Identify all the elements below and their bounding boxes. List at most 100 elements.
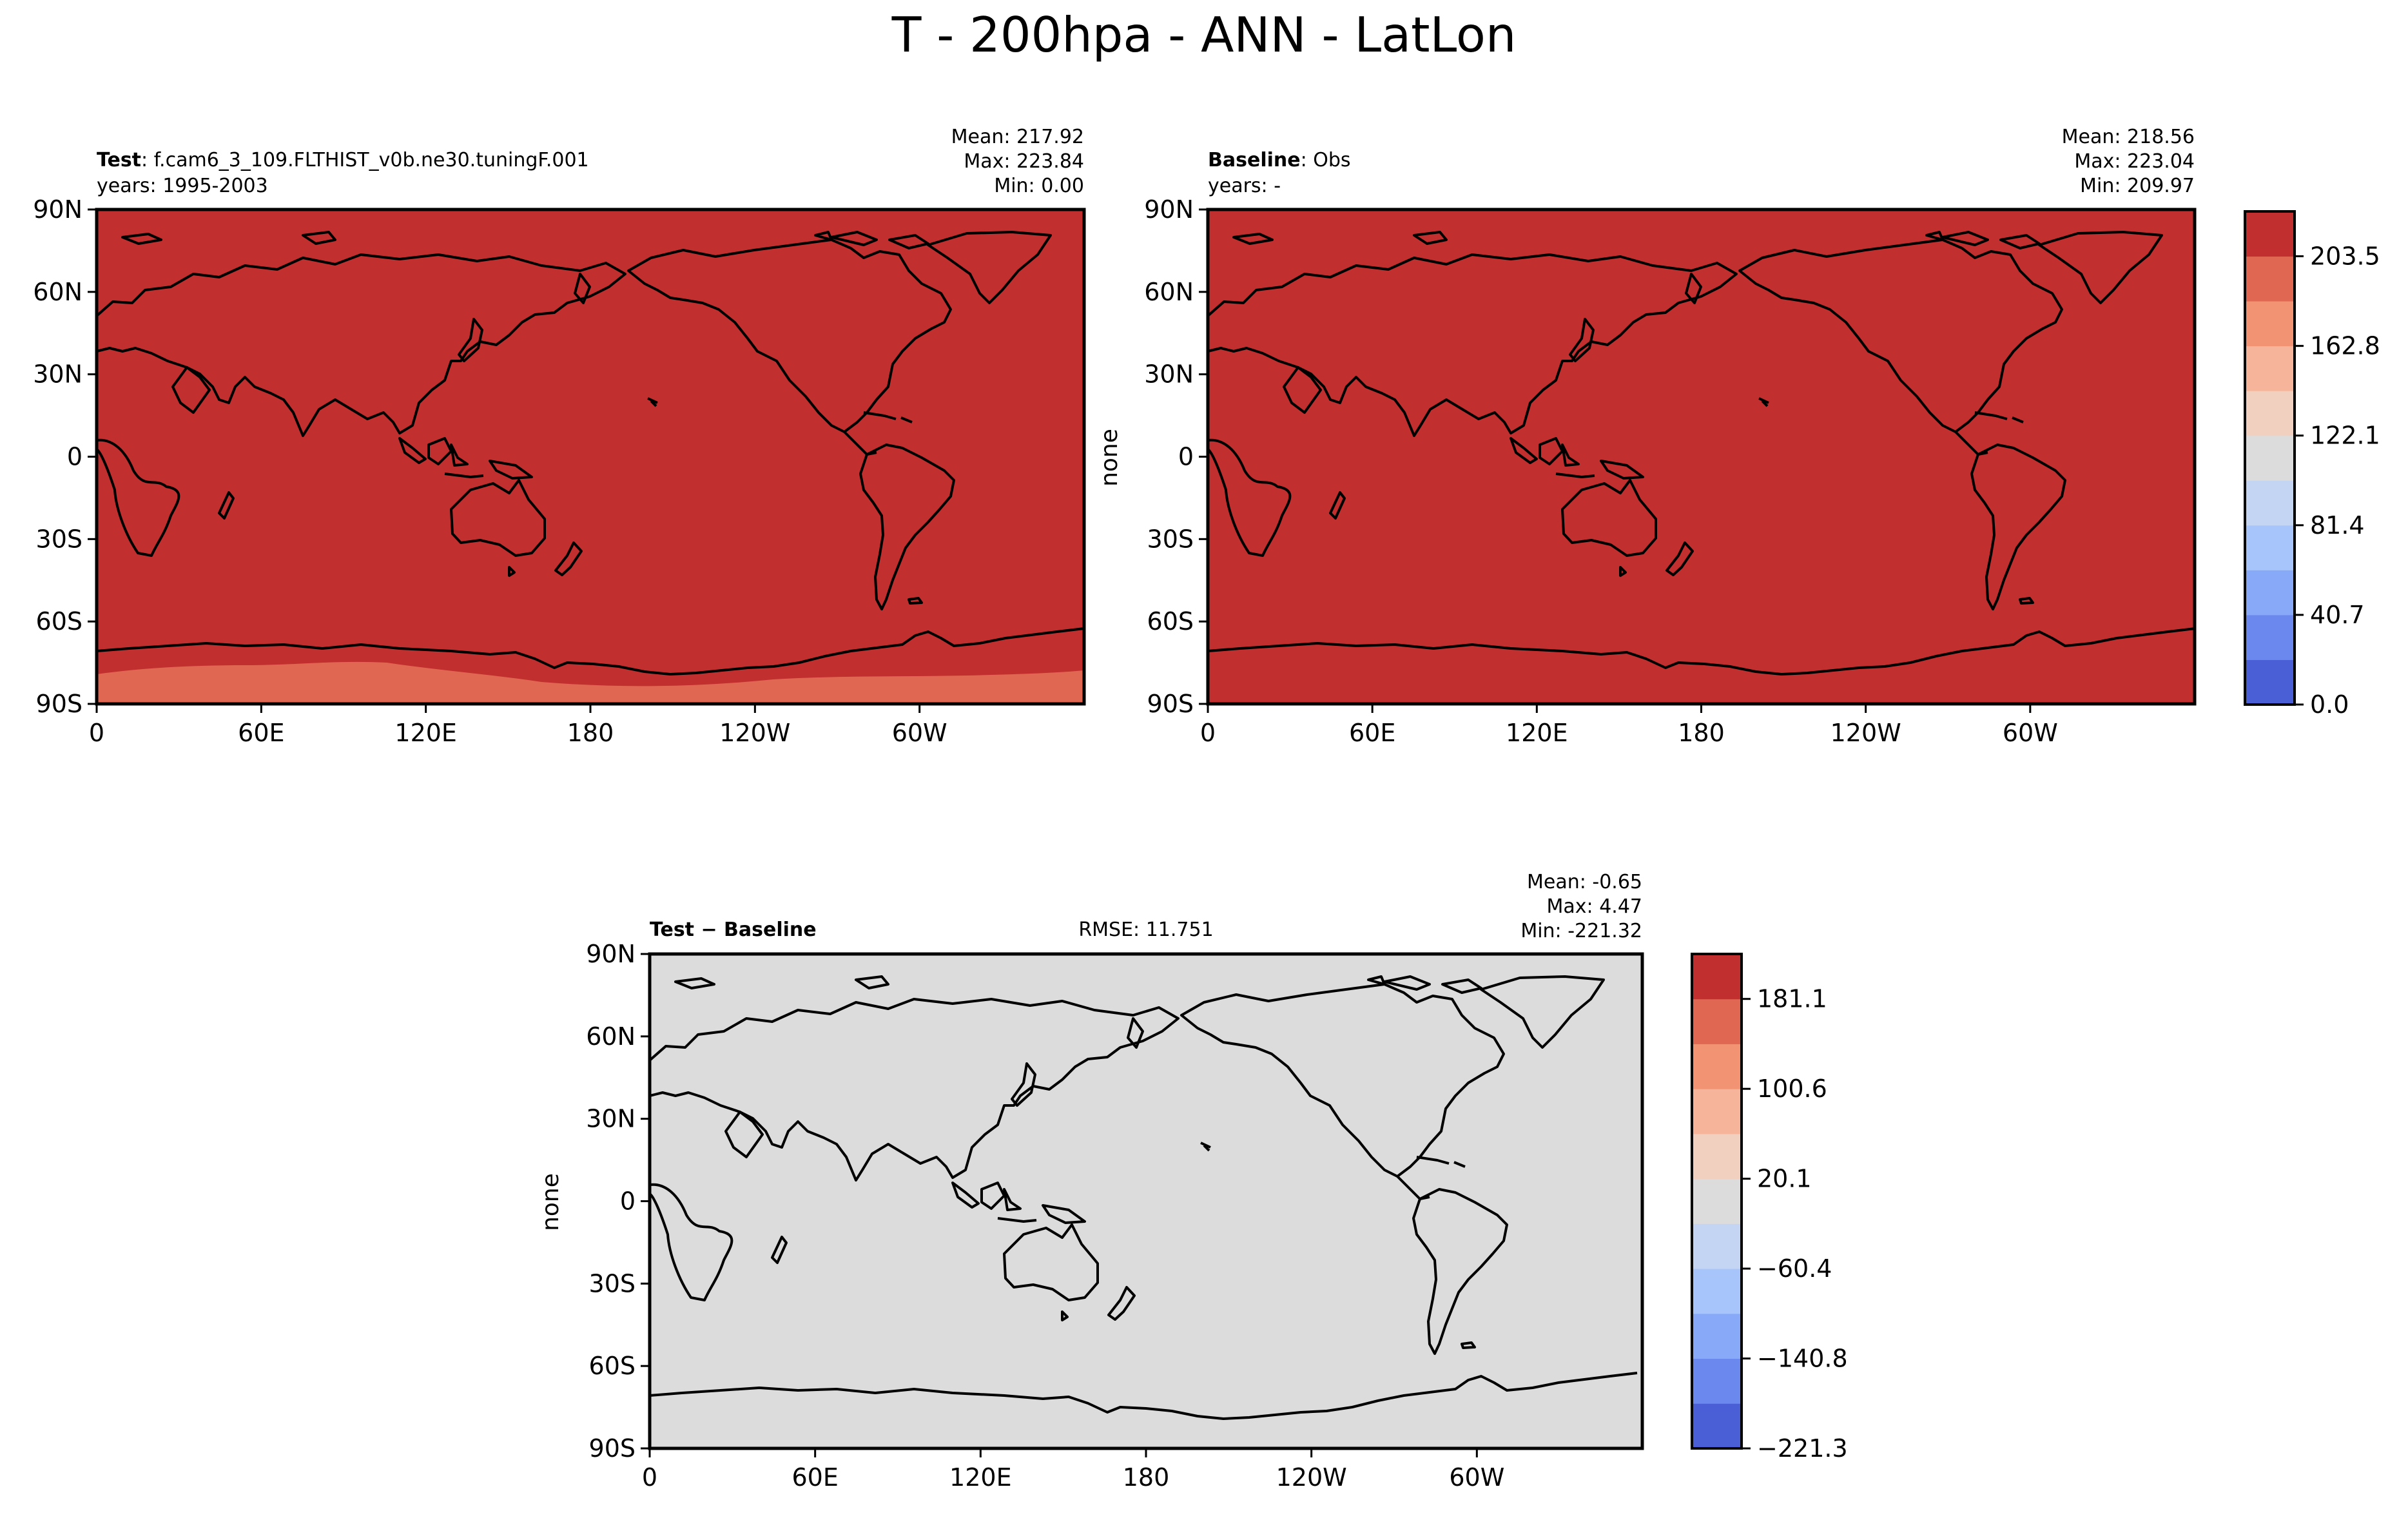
diff-ytick-label: 60N xyxy=(586,1022,636,1051)
test-xtick-label: 120W xyxy=(719,719,790,747)
diff-xtick-label: 60W xyxy=(1449,1463,1504,1492)
colorbar-bottom-swatch xyxy=(1692,1178,1742,1224)
colorbar-bottom-swatch xyxy=(1692,1313,1742,1359)
test-stat-mean: Mean: 217.92 xyxy=(951,126,1084,148)
new-zealand-coast xyxy=(508,541,583,577)
baseline-ytick-label: 30N xyxy=(1144,360,1194,389)
test-antarctic-contour xyxy=(97,661,1084,704)
diff-ytick-label: 60S xyxy=(589,1352,636,1380)
diff-stat-max: Max: 4.47 xyxy=(1547,895,1642,918)
diff-ylabel: none xyxy=(538,1173,564,1231)
north-america-coast xyxy=(627,238,952,433)
colorbar-top-swatch xyxy=(2245,256,2295,302)
baseline-label-bold: Baseline xyxy=(1208,149,1301,171)
baseline-stat-mean: Mean: 218.56 xyxy=(2062,126,2195,148)
colorbar-top-swatch xyxy=(2245,211,2295,257)
baseline-ytick-label: 0 xyxy=(1178,443,1194,471)
colorbar-top-tick-label: 40.7 xyxy=(2310,601,2365,629)
test-coastlines xyxy=(95,231,1085,676)
colorbar-top-swatch xyxy=(2245,345,2295,391)
colorbar-bottom-swatch xyxy=(1692,1269,1742,1314)
colorbar-bottom-swatch xyxy=(1692,1133,1742,1180)
figure-title: T - 200hpa - ANN - LatLon xyxy=(891,6,1517,63)
hawaii-coast xyxy=(647,397,658,407)
colorbar-top-tick-label: 122.1 xyxy=(2310,422,2380,450)
baseline-ytick-label: 60S xyxy=(1147,607,1194,636)
africa-coast xyxy=(95,438,180,557)
diff-xtick-label: 120E xyxy=(949,1463,1012,1492)
test-xtick-label: 60E xyxy=(238,719,284,747)
colorbar-top-swatch xyxy=(2245,391,2295,436)
diff-stat-mean: Mean: -0.65 xyxy=(1527,871,1642,893)
baseline-panel: Baseline: Obs years: - Mean: 218.56 Max:… xyxy=(1096,126,2197,747)
colorbar-top-swatch xyxy=(2245,570,2295,616)
colorbar-top-tick-label: 203.5 xyxy=(2310,242,2380,271)
baseline-label: Baseline: Obs xyxy=(1208,149,1351,171)
colorbar-top-swatch xyxy=(2245,525,2295,570)
test-axes: 0 60E 120E 180 120W 60W 90N 60N 30N 0 30S 60S 90S xyxy=(33,195,947,747)
colorbar-top-swatch xyxy=(2245,435,2295,481)
falklands-coast xyxy=(908,597,923,605)
colorbar-bottom-swatch xyxy=(1692,998,1742,1044)
colorbar-bottom-swatch xyxy=(1692,1403,1742,1449)
diff-rmse: RMSE: 11.751 xyxy=(1078,919,1213,941)
new-guinea-coast xyxy=(489,460,533,480)
baseline-axes: 0 60E 120E 180 120W 60W 90N 60N 30N 0 30S 60S 90S xyxy=(1144,195,2058,747)
baseline-xtick-label: 60E xyxy=(1349,719,1395,747)
test-years: years: 1995-2003 xyxy=(97,175,268,197)
colorbar-top-tick-label: 162.8 xyxy=(2310,332,2380,360)
colorbar-bottom-swatch xyxy=(1692,1044,1742,1089)
diff-xtick-label: 0 xyxy=(642,1463,657,1492)
arabia-coast xyxy=(171,366,211,414)
baseline-ylabel: none xyxy=(1096,429,1123,487)
diff-ytick-label: 90N xyxy=(586,940,636,968)
test-panel: Test: f.cam6_3_109.FLTHIST_v0b.ne30.tuni… xyxy=(33,126,1086,747)
test-stat-min: Min: 0.00 xyxy=(994,175,1084,197)
eurasia-coast xyxy=(95,253,626,437)
baseline-xtick-label: 180 xyxy=(1678,719,1725,747)
madagascar-coast xyxy=(218,491,235,520)
baseline-stat-max: Max: 223.04 xyxy=(2074,150,2195,173)
test-xtick-label: 180 xyxy=(567,719,614,747)
test-label: Test: f.cam6_3_109.FLTHIST_v0b.ne30.tuni… xyxy=(97,149,589,171)
diff-label: Test − Baseline xyxy=(650,919,817,941)
colorbar-bottom-swatch xyxy=(1692,1358,1742,1404)
diff-ytick-label: 0 xyxy=(620,1187,636,1216)
arctic-islands-coast xyxy=(121,231,929,249)
colorbar-bottom-frame xyxy=(1691,953,1743,1450)
test-xtick-label: 0 xyxy=(89,719,104,747)
test-xtick-label: 120E xyxy=(394,719,457,747)
colorbar-top: 0.0 40.7 81.4 122.1 162.8 203.5 xyxy=(2244,210,2380,719)
caribbean-coast xyxy=(843,411,913,456)
baseline-ytick-label: 30S xyxy=(1147,525,1194,553)
diff-xtick-label: 180 xyxy=(1123,1463,1170,1492)
baseline-ytick-label: 60N xyxy=(1144,278,1194,306)
test-stat-max: Max: 223.84 xyxy=(964,150,1084,173)
test-ytick-label: 0 xyxy=(67,443,83,471)
test-ytick-label: 30N xyxy=(33,360,83,389)
baseline-ytick-label: 90S xyxy=(1147,690,1194,718)
baseline-stat-min: Min: 209.97 xyxy=(2080,175,2195,197)
test-ytick-label: 90N xyxy=(33,195,83,224)
japan-coast xyxy=(458,318,483,362)
colorbar-bottom: −221.3 −140.8 −60.4 20.1 100.6 181.1 xyxy=(1691,953,1848,1463)
test-ytick-label: 60S xyxy=(36,607,83,636)
colorbar-bottom-tick-label: −221.3 xyxy=(1757,1434,1848,1463)
diff-stat-min: Min: -221.32 xyxy=(1520,920,1642,942)
diff-map-background xyxy=(650,954,1642,1448)
test-xtick-label: 60W xyxy=(892,719,947,747)
colorbar-top-tick-label: 81.4 xyxy=(2310,511,2365,540)
colorbar-top-swatch xyxy=(2245,614,2295,660)
colorbar-top-swatch xyxy=(2245,659,2295,705)
diff-ytick-label: 30S xyxy=(589,1269,636,1298)
colorbar-top-tick-label: 0.0 xyxy=(2310,690,2349,719)
baseline-years: years: - xyxy=(1208,175,1281,197)
colorbar-bottom-tick-label: 181.1 xyxy=(1757,985,1827,1013)
antarctica-coast xyxy=(96,627,1085,676)
colorbar-bottom-tick-label: −60.4 xyxy=(1757,1254,1832,1283)
test-ytick-label: 30S xyxy=(36,525,83,553)
diff-axes: 0 60E 120E 180 120W 60W 90N 60N 30N 0 30S 60S 90S xyxy=(586,940,1504,1492)
test-label-bold: Test xyxy=(97,149,141,171)
test-map-background xyxy=(97,209,1084,704)
diff-xtick-label: 120W xyxy=(1276,1463,1347,1492)
